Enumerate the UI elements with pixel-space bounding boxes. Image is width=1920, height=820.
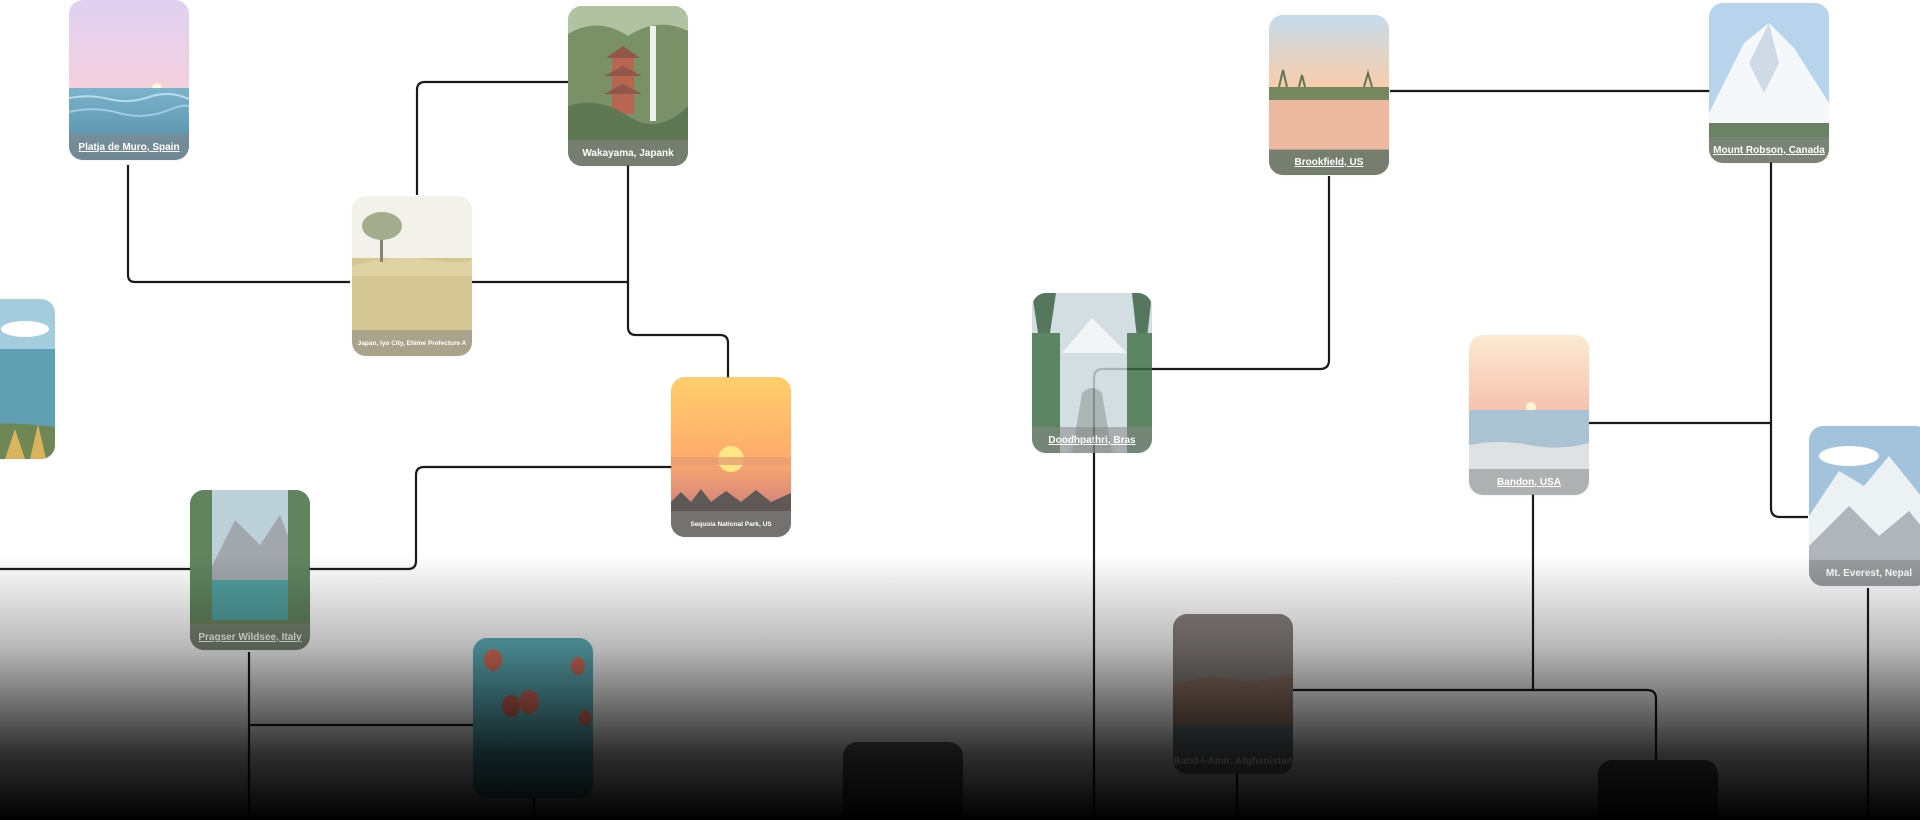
location-photo	[0, 299, 55, 459]
location-card[interactable]: Mount Robson, Canada	[1709, 3, 1829, 163]
connector-line	[415, 80, 568, 195]
connector-line	[626, 165, 730, 378]
location-card[interactable]: Mt. Everest, Nepal	[1809, 426, 1920, 586]
location-label: Japan, Iyo City, Ehime Prefecture A	[352, 330, 472, 356]
location-label: Sequoia National Park, US	[671, 511, 791, 537]
location-card[interactable]	[843, 742, 963, 820]
location-label: Pragser Wildsee, Italy	[190, 624, 310, 650]
connector-line	[1769, 162, 1808, 519]
location-label: Mt. Everest, Nepal	[1809, 560, 1920, 586]
location-label: Band-i-Amir, Afghanistan	[1173, 748, 1293, 774]
location-label: Bandon, USA	[1469, 469, 1589, 495]
location-card[interactable]: Brookfield, US	[1269, 15, 1389, 175]
location-photo	[69, 0, 189, 160]
connector-line	[126, 165, 350, 284]
location-card[interactable]: Wakayama, Japank	[568, 6, 688, 166]
location-photo	[843, 742, 963, 820]
location-card[interactable]	[473, 638, 593, 798]
location-label: Wakayama, Japank	[568, 140, 688, 166]
location-label: Platja de Muro, Spain	[69, 134, 189, 160]
location-photo	[568, 6, 688, 166]
location-card[interactable]: Pragser Wildsee, Italy	[190, 490, 310, 650]
location-card[interactable]: Platja de Muro, Spain	[69, 0, 189, 160]
location-photo	[671, 377, 791, 537]
connector-line	[1293, 688, 1658, 760]
location-card[interactable]	[1598, 760, 1718, 820]
location-card[interactable]: Band-i-Amir, Afghanistan	[1173, 614, 1293, 774]
location-photo	[473, 638, 593, 798]
location-photo	[1598, 760, 1718, 820]
location-photo	[1709, 3, 1829, 163]
location-label: Mount Robson, Canada	[1709, 137, 1829, 163]
location-card[interactable]	[0, 299, 55, 459]
location-photo	[1469, 335, 1589, 495]
location-photo	[1032, 293, 1152, 453]
location-card[interactable]: Japan, Iyo City, Ehime Prefecture A	[352, 196, 472, 356]
location-label: Brookfield, US	[1269, 149, 1389, 175]
location-card[interactable]: Doodhpathri, Bras	[1032, 293, 1152, 453]
location-photo	[1269, 15, 1389, 175]
connector-line	[309, 465, 672, 571]
location-photo	[352, 196, 472, 356]
location-card[interactable]: Bandon, USA	[1469, 335, 1589, 495]
location-card[interactable]: Sequoia National Park, US	[671, 377, 791, 537]
location-label: Doodhpathri, Bras	[1032, 427, 1152, 453]
